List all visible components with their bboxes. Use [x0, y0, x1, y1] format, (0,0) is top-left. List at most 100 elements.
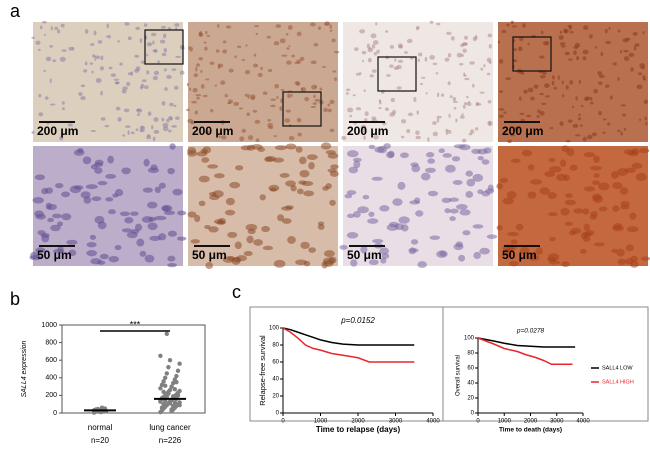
cell-texture: [363, 135, 366, 140]
cell-texture: [623, 49, 629, 53]
cell-texture: [290, 93, 293, 97]
cell-texture: [463, 102, 468, 106]
cell-texture: [577, 117, 582, 121]
cell-texture: [578, 113, 581, 117]
cell-texture: [161, 52, 167, 57]
cell-texture: [287, 235, 296, 244]
cell-texture: [234, 55, 237, 59]
cell-texture: [619, 187, 629, 195]
cell-texture: [304, 96, 310, 102]
cell-texture: [209, 194, 220, 200]
cell-texture: [161, 101, 166, 106]
cell-texture: [469, 129, 475, 134]
cell-texture: [360, 245, 368, 254]
cell-texture: [436, 115, 442, 119]
cell-texture: [593, 173, 600, 178]
cell-texture: [598, 74, 605, 79]
cell-texture: [233, 101, 240, 106]
cell-texture: [417, 261, 427, 268]
cell-texture: [174, 85, 179, 90]
cell-texture: [317, 26, 322, 30]
data-point: [163, 383, 168, 388]
cell-texture: [59, 136, 64, 141]
cell-texture: [565, 139, 571, 143]
cell-texture: [477, 155, 484, 161]
cell-texture: [236, 45, 242, 48]
cell-texture: [487, 184, 494, 192]
cell-texture: [487, 33, 493, 38]
cell-texture: [329, 99, 335, 105]
cell-texture: [61, 213, 72, 221]
scale-label: 200 μm: [37, 124, 78, 138]
cell-texture: [246, 235, 254, 244]
cell-texture: [447, 53, 452, 58]
cell-texture: [244, 69, 251, 75]
cell-texture: [277, 214, 285, 222]
cell-texture: [195, 94, 202, 97]
cell-texture: [136, 238, 145, 247]
cell-texture: [469, 61, 475, 65]
cell-texture: [329, 29, 333, 32]
cell-texture: [125, 125, 131, 128]
cell-texture: [332, 70, 337, 73]
cell-texture: [446, 31, 452, 35]
cell-texture: [602, 131, 606, 134]
cell-texture: [560, 45, 566, 48]
cell-texture: [175, 116, 180, 120]
cell-texture: [605, 84, 610, 88]
cell-texture: [288, 135, 295, 141]
x-tick-label: 3000: [550, 419, 564, 425]
cell-texture: [496, 183, 503, 190]
cell-texture: [100, 55, 104, 61]
cell-texture: [371, 176, 383, 181]
cell-texture: [320, 142, 332, 150]
cell-texture: [204, 46, 208, 51]
cell-texture: [341, 135, 347, 140]
cell-texture: [400, 135, 405, 139]
cell-texture: [375, 22, 378, 26]
cell-texture: [644, 116, 648, 121]
cell-texture: [549, 236, 556, 242]
cell-texture: [327, 108, 332, 113]
cell-texture: [400, 119, 407, 124]
cell-texture: [331, 38, 336, 43]
cell-texture: [367, 47, 374, 53]
cell-texture: [506, 191, 517, 199]
cell-texture: [416, 27, 419, 31]
cell-texture: [346, 232, 359, 239]
cell-texture: [371, 116, 377, 120]
cell-texture: [612, 182, 623, 189]
cell-texture: [41, 187, 48, 195]
cell-texture: [522, 23, 526, 28]
cell-texture: [453, 144, 466, 149]
cell-texture: [639, 148, 650, 154]
cell-texture: [455, 118, 458, 123]
cell-texture: [198, 200, 206, 207]
cell-texture: [448, 197, 459, 202]
cell-texture: [339, 244, 348, 250]
cell-texture: [52, 59, 57, 63]
cell-texture: [143, 85, 149, 90]
cell-texture: [139, 250, 147, 257]
cell-texture: [209, 61, 215, 65]
cell-texture: [362, 128, 367, 133]
cell-texture: [114, 188, 124, 197]
cell-texture: [192, 87, 198, 93]
cell-texture: [448, 113, 451, 118]
cell-texture: [371, 69, 377, 73]
cell-texture: [510, 239, 518, 245]
cell-texture: [461, 113, 464, 116]
cell-texture: [194, 110, 199, 115]
cell-texture: [228, 68, 234, 73]
chart-title: p=0.0152: [340, 316, 375, 325]
cell-texture: [368, 211, 375, 217]
cell-texture: [505, 77, 512, 80]
cell-texture: [296, 59, 302, 64]
cell-texture: [633, 45, 637, 51]
cell-texture: [297, 132, 302, 137]
cell-texture: [527, 191, 537, 199]
cell-texture: [179, 70, 185, 75]
cell-texture: [198, 175, 210, 183]
significance: ***: [130, 319, 141, 329]
